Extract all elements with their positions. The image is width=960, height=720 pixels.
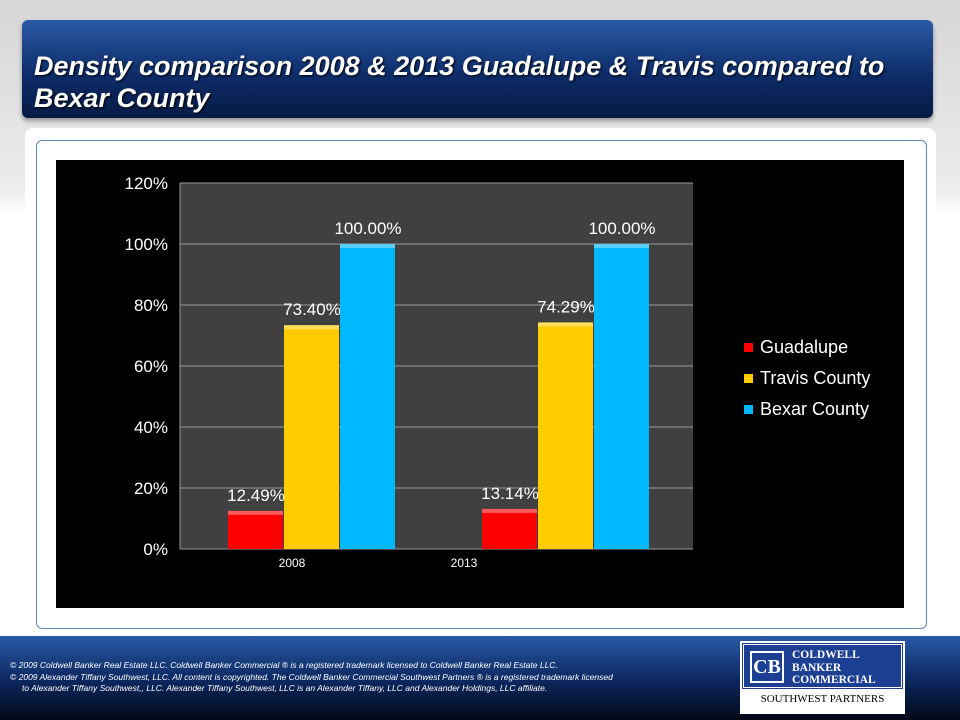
title-bar: Density comparison 2008 & 2013 Guadalupe… xyxy=(22,20,933,118)
bar-chart: 0% 20% 40% 60% 80% 100% 120% 2008 12.49% 73.40% 10… xyxy=(125,174,871,570)
slide-title: Density comparison 2008 & 2013 Guadalupe… xyxy=(34,51,885,113)
bar-highlight xyxy=(228,510,283,515)
legend-label: Travis County xyxy=(760,368,870,388)
logo-name: COLDWELL BANKER COMMERCIAL xyxy=(792,649,876,687)
bar-guadalupe xyxy=(482,508,537,549)
legend-swatch xyxy=(744,374,753,383)
bar-guadalupe xyxy=(228,510,283,549)
legal-line-3: to Alexander Tiffany Southwest,, LLC. Al… xyxy=(22,683,548,693)
bar-highlight xyxy=(594,244,649,248)
legend-swatch xyxy=(744,405,753,414)
legal-line-1: © 2009 Coldwell Banker Real Estate LLC. … xyxy=(10,660,558,670)
x-tick-label: 2008 xyxy=(279,556,306,570)
bar-highlight xyxy=(482,508,537,513)
bar-travis-county xyxy=(284,325,339,549)
cb-logo-icon: CB xyxy=(750,651,784,683)
legend-label: Guadalupe xyxy=(760,337,848,357)
y-tick-label: 80% xyxy=(134,296,168,315)
legend-swatch xyxy=(744,343,753,352)
legend-label: Bexar County xyxy=(760,399,869,419)
legal-line-2: © 2009 Alexander Tiffany Southwest, LLC.… xyxy=(10,672,613,682)
logo-line: COLDWELL xyxy=(792,649,860,661)
bar-highlight xyxy=(340,244,395,248)
bar-bexar-county xyxy=(594,244,649,549)
y-tick-label: 120% xyxy=(125,174,168,193)
y-tick-label: 20% xyxy=(134,479,168,498)
bar-travis-county xyxy=(538,322,593,549)
y-tick-label: 60% xyxy=(134,357,168,376)
data-label: 74.29% xyxy=(537,297,595,316)
bar-highlight xyxy=(538,322,593,327)
bar-bexar-county xyxy=(340,244,395,549)
data-label: 13.14% xyxy=(481,484,539,503)
data-label: 100.00% xyxy=(334,219,401,238)
logo-line: BANKER xyxy=(792,661,842,674)
data-label: 73.40% xyxy=(283,300,341,319)
y-tick-label: 100% xyxy=(125,235,168,254)
bar-highlight xyxy=(284,325,339,330)
data-label: 100.00% xyxy=(588,219,655,238)
company-logo: CB COLDWELL BANKER COMMERCIAL SOUTHWEST … xyxy=(740,641,905,714)
logo-subtitle: SOUTHWEST PARTNERS xyxy=(760,693,885,705)
x-tick-label: 2013 xyxy=(451,556,478,570)
y-tick-label: 40% xyxy=(134,418,168,437)
chart-area: 0% 20% 40% 60% 80% 100% 120% 2008 12.49% 73.40% 10… xyxy=(56,160,904,608)
y-tick-label: 0% xyxy=(143,540,168,559)
data-label: 12.49% xyxy=(227,486,285,505)
logo-line: COMMERCIAL xyxy=(792,674,876,686)
